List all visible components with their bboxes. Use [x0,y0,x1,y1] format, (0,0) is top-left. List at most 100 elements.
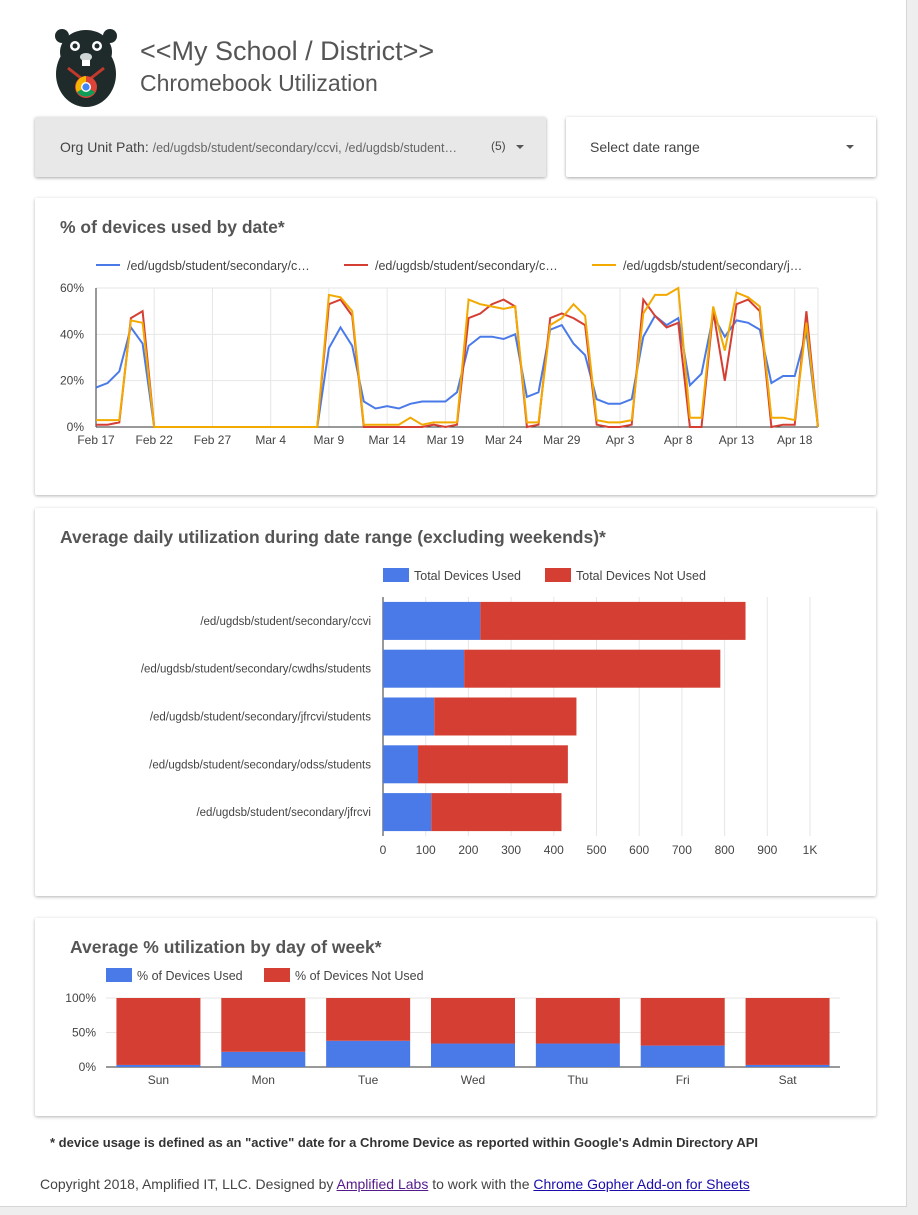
legend-label: % of Devices Not Used [295,969,424,983]
x-tick-label: Wed [461,1073,485,1087]
series-line [96,286,819,428]
footer-middle: to work with the [428,1176,534,1192]
legend-swatch [545,568,571,582]
report-subtitle: Chromebook Utilization [140,70,378,96]
x-tick-label: 700 [672,843,692,857]
x-tick-label: Mar 9 [314,433,345,447]
footer: Copyright 2018, Amplified IT, LLC. Desig… [40,1176,750,1192]
bar-used [326,1040,411,1067]
chevron-down-icon[interactable] [516,145,524,149]
x-tick-label: Apr 8 [664,433,693,447]
x-tick-label: 100 [416,843,436,857]
bar-not-used [480,601,746,640]
footer-prefix: Copyright 2018, Amplified IT, LLC. Desig… [40,1176,337,1192]
bar-used [640,1045,725,1067]
bar-not-used [434,697,577,736]
bar-used [383,793,432,832]
chevron-down-icon[interactable] [846,145,854,149]
legend-label: /ed/ugdsb/student/secondary/j… [623,259,802,273]
chrome-gopher-link[interactable]: Chrome Gopher Add-on for Sheets [533,1176,750,1192]
bar-not-used [535,998,620,1044]
x-tick-label: Mon [252,1073,275,1087]
bar-used [116,1064,201,1067]
legend-swatch [264,968,290,982]
bar-not-used [464,649,721,688]
bar-used [221,1051,306,1067]
x-tick-label: Mar 19 [427,433,465,447]
y-tick-label: 40% [60,327,84,341]
legend-label: Total Devices Not Used [576,569,706,583]
bar-chart-title: Average daily utilization during date ra… [60,527,606,547]
bar-not-used [431,998,515,1044]
org-unit-value: /ed/ugdsb/student/secondary/ccvi, /ed/ug… [152,141,457,155]
x-tick-label: Sun [148,1073,169,1087]
legend-label: /ed/ugdsb/student/secondary/c… [127,259,310,273]
date-range-picker[interactable]: Select date range [566,117,876,177]
date-range-label: Select date range [590,139,700,155]
amplified-labs-link[interactable]: Amplified Labs [336,1176,429,1192]
x-tick-label: Apr 3 [606,433,635,447]
x-tick-label: 0 [380,843,387,857]
x-tick-label: Feb 27 [194,433,232,447]
y-tick-label: 50% [72,1026,96,1040]
bar-not-used [745,998,830,1065]
bar-chart-card: Average daily utilization during date ra… [35,508,876,896]
series-line [96,296,819,429]
report-title: <<My School / District>> [140,36,435,66]
gopher-chrome-logo-icon [55,29,117,107]
bar-chart: 0 100 200 300 400 500 600 700 800 900 1K Total Devi… [141,568,818,857]
category-label: /ed/ugdsb/student/secondary/jfrcvi [196,807,371,819]
org-unit-label: Org Unit Path: [60,139,149,155]
bar-used [383,697,435,736]
x-tick-label: Apr 13 [719,433,755,447]
legend-label: Total Devices Used [414,569,521,583]
x-tick-label: 300 [501,843,521,857]
x-tick-label: Mar 29 [543,433,581,447]
bar-not-used [431,793,562,832]
category-label: /ed/ugdsb/student/secondary/ccvi [200,616,371,628]
legend-label: /ed/ugdsb/student/secondary/c… [375,259,558,273]
y-tick-label: 100% [65,991,96,1005]
y-tick-label: 0% [67,420,85,434]
bar-not-used [221,998,306,1052]
org-unit-count: (5) [491,139,506,153]
x-tick-label: Apr 18 [777,433,813,447]
x-tick-label: Tue [358,1073,379,1087]
x-tick-label: Feb 22 [136,433,174,447]
y-tick-label: 60% [60,281,84,295]
legend-swatch [106,968,132,982]
category-label: /ed/ugdsb/student/secondary/cwdhs/studen… [141,664,371,676]
x-tick-label: 1K [803,843,818,857]
bar-used [535,1043,620,1067]
x-tick-label: 600 [629,843,649,857]
legend-swatch [383,568,409,582]
x-tick-label: 400 [544,843,564,857]
category-label: /ed/ugdsb/student/secondary/odss/student… [149,759,371,771]
bar-used [383,601,481,640]
bar-used [431,1043,515,1067]
bar-not-used [116,998,201,1065]
y-tick-label: 20% [60,374,84,388]
x-tick-label: Feb 17 [77,433,115,447]
org-unit-filter[interactable]: Org Unit Path: /ed/ugdsb/student/seconda… [35,117,546,177]
line-chart: 0% 20% 40% 60% Feb 17 Feb 22 Feb 27 Mar 4 Mar 9 M… [60,259,819,447]
x-tick-label: Mar 4 [255,433,286,447]
legend-label: % of Devices Used [137,969,243,983]
x-tick-label: Fri [676,1073,690,1087]
footnote: * device usage is defined as an "active"… [50,1135,758,1150]
bar-used [383,649,465,688]
line-chart-card: % of devices used by date* 0% 20% 40% 60% Fe… [35,198,876,495]
x-tick-label: 900 [757,843,777,857]
x-tick-label: 200 [458,843,478,857]
x-tick-label: 800 [715,843,735,857]
week-chart-card: Average % utilization by day of week* 0%… [35,918,876,1116]
bar-used [745,1064,830,1067]
y-tick-label: 0% [79,1060,97,1074]
bar-not-used [326,998,411,1041]
x-tick-label: Mar 24 [485,433,523,447]
bar-not-used [418,745,568,784]
x-tick-label: 500 [586,843,606,857]
bar-used [383,745,419,784]
x-tick-label: Sat [779,1073,798,1087]
